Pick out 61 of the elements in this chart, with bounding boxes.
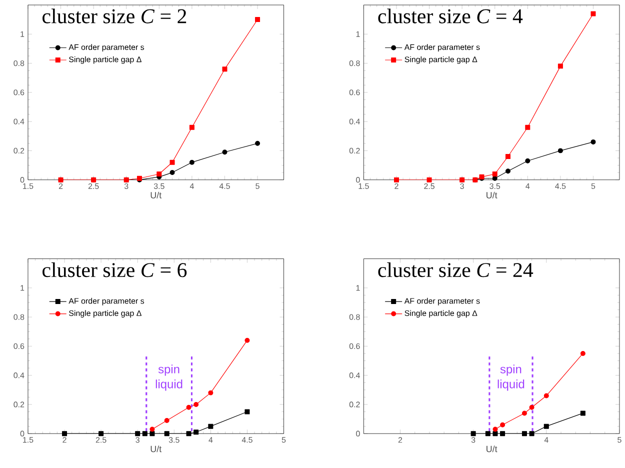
point: [208, 424, 214, 430]
point: [500, 431, 506, 436]
point: [208, 390, 214, 396]
point: [62, 431, 68, 436]
point: [500, 422, 506, 428]
point: [244, 409, 250, 414]
point: [194, 430, 199, 435]
x-axis-title: U/t: [150, 446, 162, 452]
point: [194, 402, 199, 408]
point: [492, 172, 498, 177]
point: [544, 393, 549, 398]
annotation: spin liquid: [498, 364, 524, 391]
point: [170, 160, 175, 166]
point: [156, 172, 162, 177]
point: [525, 158, 530, 164]
point: [544, 424, 549, 430]
point: [590, 11, 596, 16]
point: [525, 125, 530, 130]
point: [186, 431, 192, 436]
point: [222, 150, 228, 155]
point: [142, 431, 148, 436]
chart-title: cluster size C = 2: [42, 8, 186, 24]
point: [150, 431, 155, 436]
point: [255, 17, 260, 22]
point: [98, 431, 104, 436]
point: [590, 140, 596, 145]
point: [186, 405, 192, 410]
point: [492, 431, 498, 436]
point: [470, 431, 476, 436]
point: [580, 410, 586, 416]
chart-title: cluster size C = 6: [42, 262, 187, 278]
point: [505, 168, 510, 174]
point: [394, 178, 399, 183]
point: [426, 178, 432, 183]
point: [170, 170, 175, 176]
chart-title: cluster size C = 4: [378, 8, 523, 24]
point: [244, 338, 250, 344]
point: [135, 431, 140, 436]
x-axis-title: U/t: [150, 192, 162, 199]
point: [189, 125, 194, 130]
point: [580, 351, 586, 356]
point: [522, 410, 527, 416]
annotation: spin liquid: [156, 364, 182, 391]
point: [189, 160, 194, 166]
point: [529, 431, 534, 436]
point: [522, 431, 527, 436]
point: [529, 405, 534, 410]
point: [150, 426, 155, 432]
point: [164, 418, 170, 424]
point: [558, 64, 563, 69]
point: [485, 431, 490, 436]
point: [492, 176, 498, 182]
point: [222, 66, 228, 72]
x-axis-title: U/t: [486, 446, 498, 452]
point: [255, 141, 260, 146]
point: [164, 431, 170, 436]
chart-title: cluster size C = 24: [378, 262, 534, 278]
x-axis-title: U/t: [486, 192, 498, 199]
point: [558, 148, 563, 154]
point: [492, 426, 498, 432]
point: [505, 154, 510, 160]
